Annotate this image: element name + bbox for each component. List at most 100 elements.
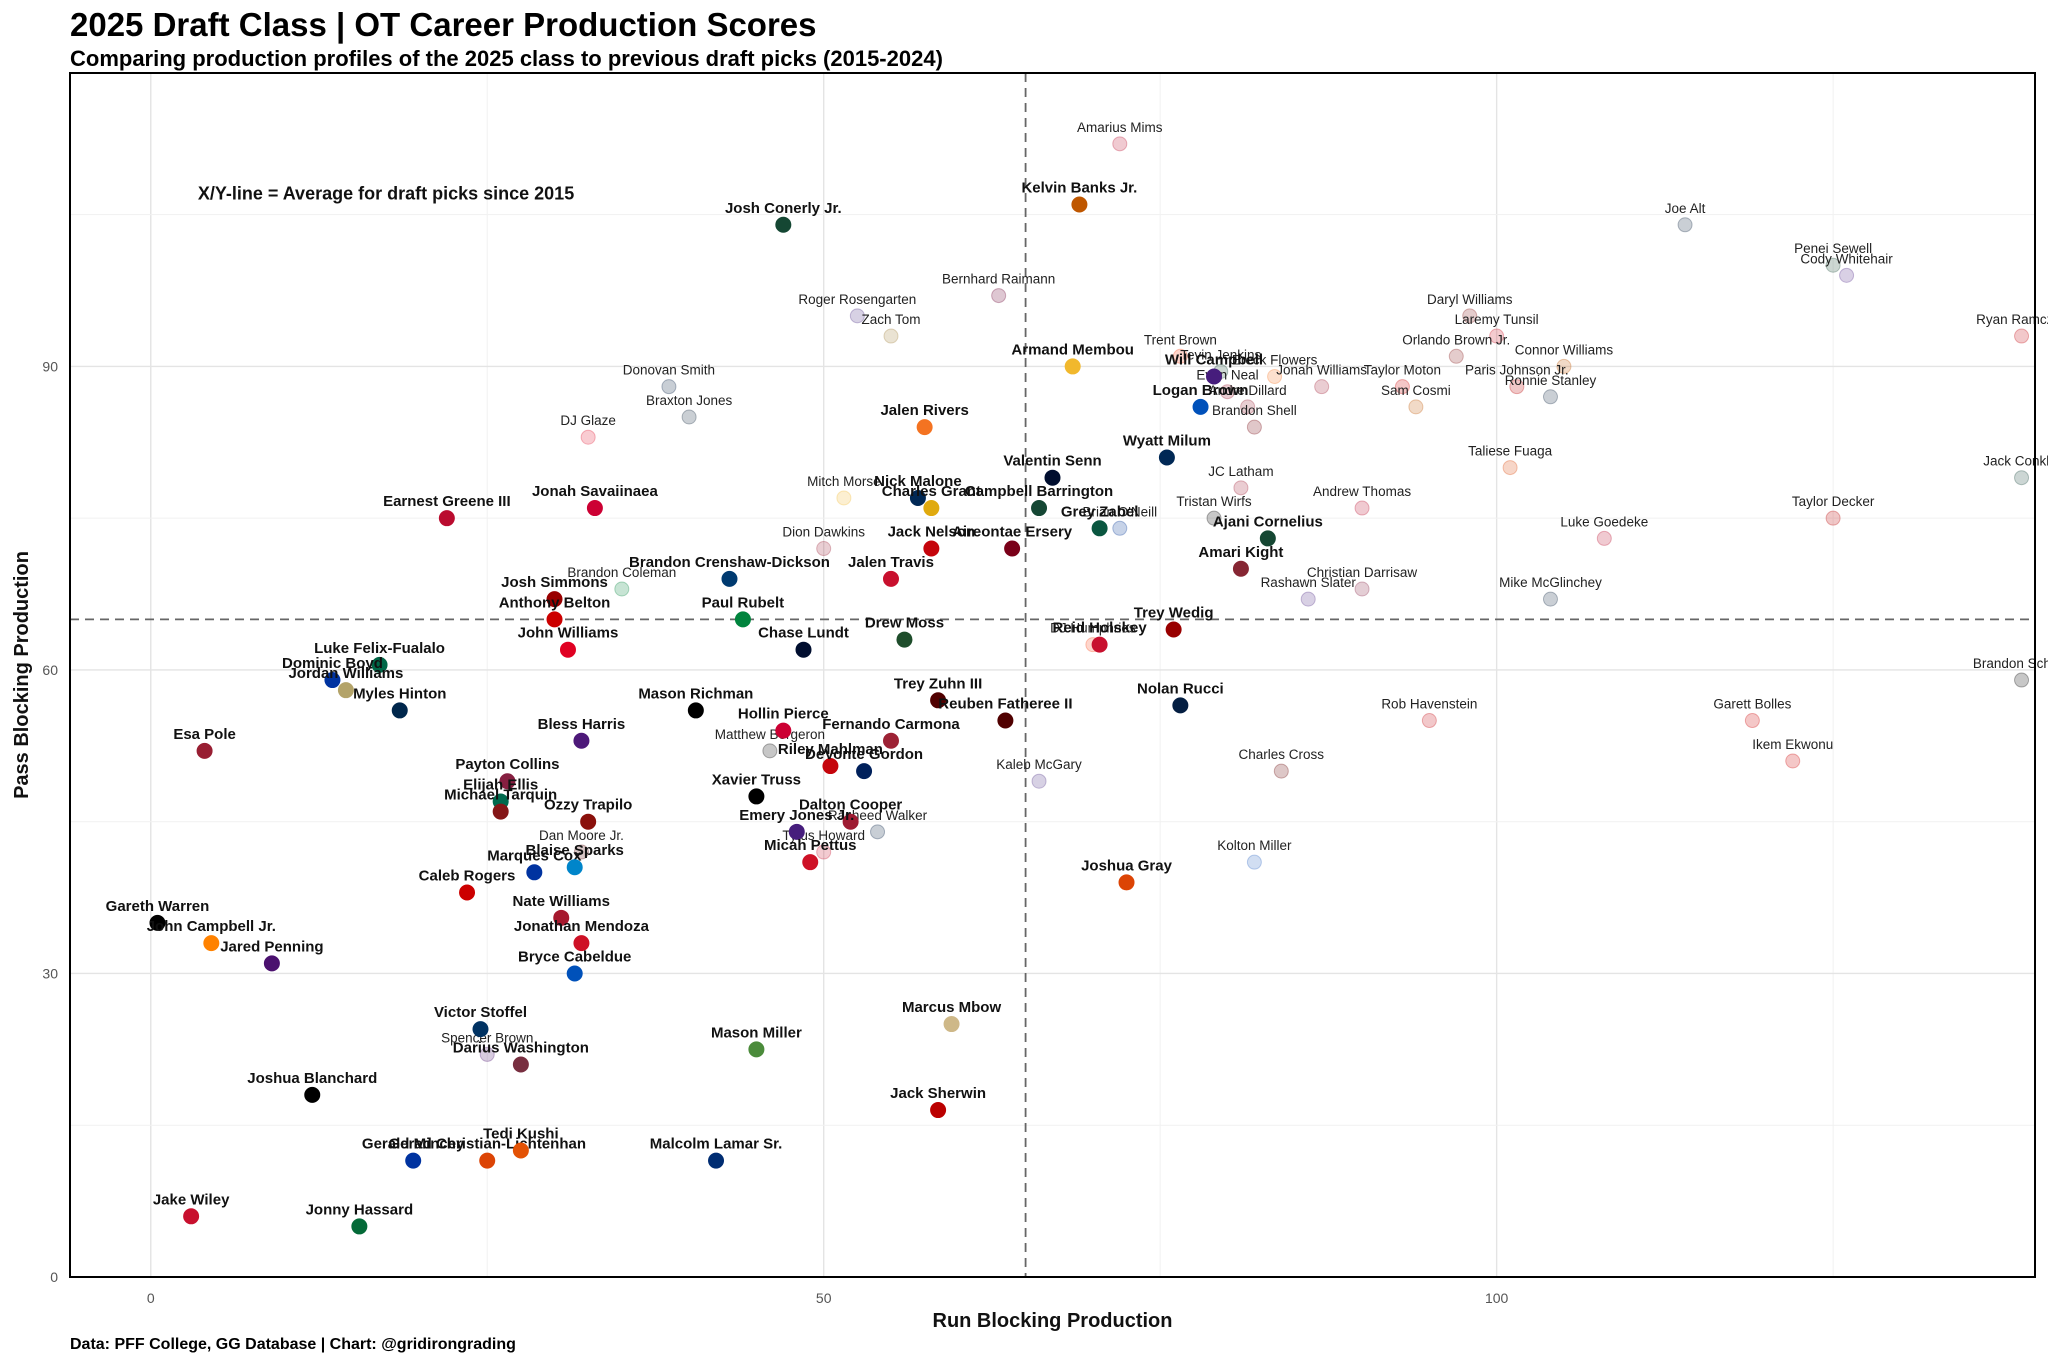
player-marker-2025: [183, 1208, 200, 1225]
player-label-previous: Tristan Wirfs: [1176, 494, 1251, 509]
player-marker-2025: [708, 1152, 725, 1169]
player-label-previous: Ronnie Stanley: [1505, 373, 1597, 388]
player-marker-2025: [1091, 636, 1108, 653]
player-marker-2025: [351, 1218, 368, 1235]
player-label-2025: Hollin Pierce: [738, 706, 829, 723]
player-label-2025: Marques Cox: [487, 847, 582, 864]
player-label-previous: Donovan Smith: [623, 363, 715, 378]
player-marker-2025: [909, 489, 926, 506]
player-label-2025: Nick Malone: [874, 473, 962, 490]
player-label-previous: Ereck Flowers: [1232, 353, 1318, 368]
player-label-2025: Trey Wedig: [1134, 604, 1214, 621]
player-marker-2025: [1118, 874, 1135, 891]
player-label-2025: Josh Simmons: [501, 574, 608, 591]
player-label-2025: Marcus Mbow: [902, 999, 1002, 1016]
player-label-2025: Amari Kight: [1198, 544, 1283, 561]
player-label-previous: Jonah Williams: [1276, 363, 1367, 378]
y-tick-label: 60: [42, 662, 58, 678]
player-label-previous: Daryl Williams: [1427, 292, 1513, 307]
player-label-previous: JC Latham: [1208, 464, 1273, 479]
player-label-previous: Penei Sewell: [1794, 241, 1872, 256]
player-marker-2025: [822, 758, 839, 775]
player-marker-previous: [2014, 470, 2030, 486]
player-marker-previous: [1031, 773, 1047, 789]
player-label-2025: Drew Moss: [865, 615, 944, 632]
player-marker-previous: [1825, 510, 1841, 526]
player-marker-previous: [1246, 419, 1262, 435]
player-marker-previous: [1233, 480, 1249, 496]
player-marker-previous: [479, 1046, 495, 1062]
player-marker-previous: [1542, 389, 1558, 405]
player-marker-previous: [991, 288, 1007, 304]
player-label-2025: Josh Conerly Jr.: [725, 200, 842, 217]
player-label-previous: Andre Dillard: [1209, 383, 1287, 398]
player-label-2025: Jake Wiley: [153, 1191, 230, 1208]
player-marker-2025: [586, 500, 603, 517]
player-label-previous: Orlando Brown Jr.: [1402, 332, 1510, 347]
player-marker-2025: [916, 419, 933, 436]
player-marker-2025: [930, 692, 947, 709]
player-label-2025: Mason Richman: [638, 685, 753, 702]
player-label-previous: Mike McGlinchey: [1499, 575, 1602, 590]
player-marker-2025: [1004, 540, 1021, 557]
player-label-2025: Tedi Kushi: [483, 1126, 559, 1143]
player-marker-2025: [1064, 358, 1081, 375]
plot-frame: [69, 72, 2036, 1278]
player-label-2025: Jack Sherwin: [890, 1085, 986, 1102]
player-marker-previous: [762, 743, 778, 759]
player-label-2025: Jalen Travis: [848, 554, 934, 571]
class-2025-points: Josh Conerly Jr. Kelvin Banks Jr. Armand M…: [106, 180, 1323, 1235]
player-label-2025: Joshua Gray: [1081, 857, 1173, 874]
player-label-2025: Aireontae Ersery: [952, 524, 1073, 541]
player-marker-2025: [1232, 560, 1249, 577]
player-marker-previous: [1300, 591, 1316, 607]
player-marker-previous: [816, 844, 832, 860]
player-label-2025: Reid Holskey: [1052, 620, 1147, 637]
player-marker-previous: [1206, 510, 1222, 526]
player-marker-2025: [479, 1152, 496, 1169]
x-tick-label: 100: [1485, 1290, 1509, 1306]
player-label-2025: Armand Membou: [1011, 341, 1134, 358]
player-marker-2025: [1172, 697, 1189, 714]
player-label-2025: Dominic Boyd: [282, 655, 383, 672]
player-label-2025: Jack Nelson: [888, 524, 976, 541]
player-label-previous: Cody Whitehair: [1800, 251, 1893, 266]
player-label-previous: Brian O'Neill: [1082, 504, 1157, 519]
previous-picks-points: Amarius Mims Bernhard Raimann Roger Roseng…: [441, 120, 2048, 1062]
player-marker-previous: [1556, 358, 1572, 374]
player-label-2025: Dalton Cooper: [799, 797, 902, 814]
player-marker-2025: [337, 682, 354, 699]
player-label-2025: Emery Jones Jr.: [739, 807, 854, 824]
player-marker-previous: [1172, 348, 1188, 364]
player-label-previous: Luke Goedeke: [1560, 514, 1648, 529]
player-marker-2025: [997, 712, 1014, 729]
player-marker-previous: [1408, 399, 1424, 415]
player-label-2025: Charles Grant: [882, 483, 981, 500]
player-label-previous: Joe Alt: [1665, 201, 1706, 216]
reference-line-note: X/Y-line = Average for draft picks since…: [198, 183, 574, 203]
player-label-previous: Jack Conklin: [1983, 454, 2048, 469]
player-marker-2025: [391, 702, 408, 719]
player-marker-previous: [836, 490, 852, 506]
player-label-previous: Ikem Ekwonu: [1752, 737, 1833, 752]
player-marker-2025: [499, 773, 516, 790]
y-tick-label: 90: [42, 358, 58, 374]
player-marker-2025: [553, 909, 570, 926]
player-marker-2025: [573, 935, 590, 952]
player-label-2025: Gerad Christian-Lichtenhan: [388, 1136, 586, 1153]
player-marker-2025: [930, 1102, 947, 1119]
player-marker-2025: [923, 540, 940, 557]
player-label-previous: Ryan Ramczyk: [1976, 312, 2048, 327]
player-label-2025: Campbell Barrington: [965, 483, 1113, 500]
player-label-2025: Gerald Mincey: [362, 1136, 465, 1153]
player-marker-2025: [546, 611, 563, 628]
x-axis-label: Run Blocking Production: [933, 1310, 1173, 1332]
player-marker-previous: [1677, 217, 1693, 233]
player-label-previous: Brandon Coleman: [567, 565, 676, 580]
player-label-previous: Kaleb McGary: [996, 757, 1082, 772]
player-label-previous: Garett Bolles: [1713, 697, 1791, 712]
player-label-2025: Paul Rubelt: [702, 594, 785, 611]
player-label-previous: Christian Darrisaw: [1307, 565, 1418, 580]
player-label-2025: Nolan Rucci: [1137, 680, 1224, 697]
player-marker-previous: [580, 429, 596, 445]
